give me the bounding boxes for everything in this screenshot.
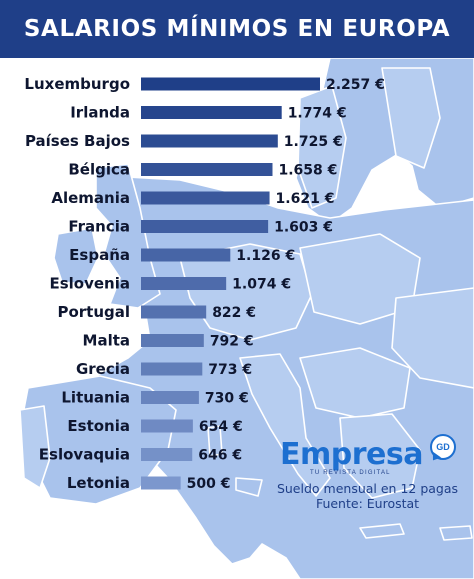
value-label: 646 € — [198, 448, 242, 464]
bar — [141, 134, 278, 148]
bar — [141, 248, 231, 262]
category-label: Bélgica — [68, 161, 130, 179]
map-portugal — [19, 405, 51, 489]
category-label: Estonia — [67, 417, 130, 435]
value-label: 654 € — [199, 419, 243, 435]
bar — [141, 334, 204, 347]
map-sweden — [297, 85, 347, 209]
category-label: España — [69, 246, 130, 264]
value-label: 822 € — [212, 305, 256, 321]
category-label: Lituania — [61, 389, 130, 407]
brand-logo: Empresa GD TU REVISTA DIGITAL — [280, 434, 456, 477]
category-label: Eslovenia — [49, 275, 130, 293]
brand-tagline: TU REVISTA DIGITAL — [310, 470, 391, 476]
map-finland — [381, 67, 441, 169]
bar — [141, 220, 269, 233]
category-label: Eslovaquia — [39, 446, 130, 464]
bar — [141, 305, 207, 319]
value-label: 1.621 € — [276, 191, 335, 207]
bar — [141, 277, 227, 290]
brand-badge-icon: GD — [430, 434, 456, 460]
bar — [141, 419, 193, 433]
value-label: 1.774 € — [288, 106, 347, 122]
value-label: 1.658 € — [278, 163, 337, 179]
bar — [141, 391, 199, 404]
value-label: 792 € — [210, 334, 254, 350]
value-label: 500 € — [187, 476, 231, 492]
europe-map — [19, 58, 474, 579]
value-label: 730 € — [205, 391, 249, 407]
bar — [141, 448, 193, 461]
map-crete — [359, 523, 405, 539]
map-cyprus — [439, 525, 473, 541]
value-label: 1.725 € — [284, 134, 343, 150]
value-label: 1.074 € — [232, 277, 291, 293]
europe-map-background — [0, 58, 474, 579]
bar — [141, 163, 273, 176]
map-great-britain — [95, 163, 161, 309]
value-label: 1.603 € — [274, 220, 333, 236]
bar — [141, 476, 181, 490]
map-ukraine — [391, 287, 474, 389]
map-balkans-north — [299, 347, 411, 419]
source-note: Sueldo mensual en 12 pagas Fuente: Euros… — [270, 481, 465, 511]
category-label: Francia — [68, 218, 130, 236]
brand-name: Empresa — [280, 437, 423, 472]
map-italy — [239, 353, 331, 497]
category-label: Malta — [83, 332, 130, 350]
footer-source: Fuente: Eurostat — [315, 496, 420, 511]
map-balkans-south — [339, 413, 421, 499]
map-sardinia — [207, 425, 223, 457]
category-label: Irlanda — [70, 104, 130, 122]
bar — [141, 77, 320, 91]
category-label: Luxemburgo — [24, 75, 130, 93]
footer-note: Sueldo mensual en 12 pagas — [276, 481, 459, 496]
category-label: Letonia — [67, 474, 130, 492]
value-label: 773 € — [208, 362, 252, 378]
value-label: 2.257 € — [326, 77, 385, 93]
bar — [141, 362, 203, 376]
map-sicily — [235, 477, 263, 497]
title-banner: SALARIOS MÍNIMOS EN EUROPA — [0, 0, 474, 60]
map-ireland — [53, 227, 99, 285]
chart-layer: Luxemburgo 2.257 € Irlanda 1.774 € Países Ba… — [24, 75, 384, 492]
category-label: Grecia — [76, 360, 130, 378]
category-label: Países Bajos — [25, 132, 130, 150]
bar — [141, 106, 282, 119]
category-label: Alemania — [51, 189, 130, 207]
bar — [141, 191, 270, 205]
page-title: SALARIOS MÍNIMOS EN EUROPA — [23, 16, 451, 42]
value-label: 1.126 € — [236, 248, 295, 264]
category-label: Portugal — [57, 303, 130, 321]
